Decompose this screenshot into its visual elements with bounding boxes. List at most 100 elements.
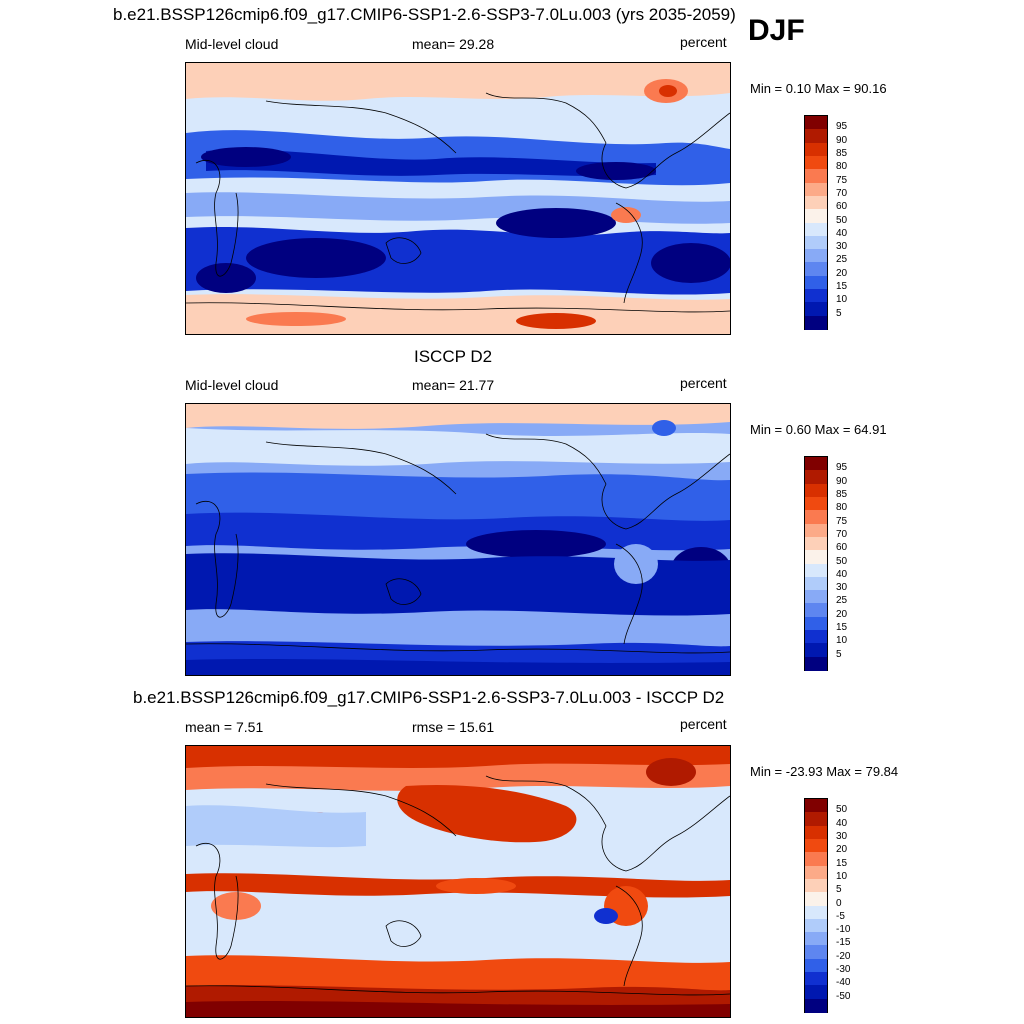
colorbar-swatch [805,892,827,906]
panel1-map [185,62,731,335]
colorbar-label: 50 [836,214,848,226]
colorbar-label: 40 [836,568,848,580]
colorbar-swatch [805,209,827,223]
panel2-minmax: Min = 0.60 Max = 64.91 [750,422,887,437]
colorbar-swatch [805,483,827,498]
colorbar-label: 20 [836,267,848,279]
colorbar-swatch [805,195,827,210]
colorbar-label: 30 [836,830,848,842]
colorbar-label: 90 [836,475,848,487]
panel2-left-label: Mid-level cloud [185,377,279,393]
colorbar-swatch [805,799,827,813]
panel3-rmse-label: rmse = 15.61 [412,719,495,735]
colorbar-label: 5 [836,884,842,896]
colorbar-label: 85 [836,488,848,500]
colorbar-label: 0 [836,897,842,909]
colorbar-label: 15 [836,622,848,634]
colorbar-swatch [805,630,827,644]
colorbar-swatch [805,825,827,840]
colorbar-swatch [805,496,827,511]
colorbar-label: 75 [836,515,848,527]
panel1-left-label: Mid-level cloud [185,36,279,52]
colorbar-label: 75 [836,174,848,186]
colorbar-swatch [805,656,827,671]
colorbar-swatch [805,972,827,986]
colorbar-label: 80 [836,502,848,514]
colorbar-label: 30 [836,582,848,594]
colorbar-swatch [805,616,827,631]
panel3-minmax: Min = -23.93 Max = 79.84 [750,764,899,779]
colorbar-label: 5 [836,648,842,660]
panel3-colorbar [804,798,828,1013]
colorbar-swatch [805,510,827,525]
colorbar-label: 10 [836,870,848,882]
colorbar-label: -10 [836,924,851,936]
panel3-mean-label: mean = 7.51 [185,719,264,735]
colorbar-swatch [805,918,827,933]
colorbar-swatch [805,222,827,237]
colorbar-swatch [805,457,827,471]
colorbar-swatch [805,998,827,1013]
panel2-colorbar [804,456,828,671]
colorbar-swatch [805,838,827,853]
colorbar-swatch [805,865,827,880]
colorbar-swatch [805,536,827,551]
colorbar-swatch [805,852,827,867]
panel2-title: ISCCP D2 [414,347,493,366]
colorbar-label: 40 [836,227,848,239]
panel1-units-label: percent [680,34,727,50]
colorbar-swatch [805,576,827,591]
colorbar-label: 20 [836,844,848,856]
panel3-units-label: percent [680,716,727,732]
colorbar-label: 20 [836,608,848,620]
colorbar-label: 70 [836,528,848,540]
colorbar-swatch [805,523,827,538]
colorbar-label: 25 [836,254,848,266]
panel2-map [185,403,731,676]
colorbar-swatch [805,550,827,564]
panel2-units-label: percent [680,375,727,391]
colorbar-label: 80 [836,161,848,173]
colorbar-swatch [805,643,827,658]
panel3-title: b.e21.BSSP126cmip6.f09_g17.CMIP6-SSP1-2.… [133,688,725,707]
colorbar-label: 60 [836,542,848,554]
colorbar-label: 95 [836,121,848,133]
colorbar-label: 95 [836,462,848,474]
colorbar-label: 30 [836,241,848,253]
colorbar-swatch [805,590,827,604]
colorbar-label: -40 [836,977,851,989]
colorbar-label: 15 [836,857,848,869]
colorbar-label: -5 [836,910,845,922]
colorbar-label: 70 [836,187,848,199]
colorbar-swatch [805,812,827,827]
colorbar-label: 5 [836,307,842,319]
panel1-colorbar [804,115,828,330]
colorbar-swatch [805,945,827,960]
colorbar-swatch [805,905,827,920]
colorbar-swatch [805,142,827,157]
colorbar-swatch [805,878,827,893]
colorbar-label: 25 [836,595,848,607]
colorbar-label: 50 [836,555,848,567]
colorbar-swatch [805,182,827,197]
colorbar-label: -20 [836,950,851,962]
colorbar-label: -50 [836,990,851,1002]
colorbar-swatch [805,302,827,317]
panel3-map [185,745,731,1018]
colorbar-label: -15 [836,937,851,949]
colorbar-label: 10 [836,294,848,306]
colorbar-label: 15 [836,281,848,293]
colorbar-swatch [805,275,827,290]
colorbar-swatch [805,262,827,277]
panel2-mean-label: mean= 21.77 [412,377,495,393]
colorbar-swatch [805,932,827,946]
colorbar-swatch [805,116,827,130]
colorbar-label: 85 [836,147,848,159]
colorbar-swatch [805,169,827,184]
colorbar-label: 40 [836,817,848,829]
colorbar-swatch [805,129,827,144]
colorbar-swatch [805,289,827,303]
colorbar-swatch [805,315,827,330]
panel1-mean-label: mean= 29.28 [412,36,495,52]
panel1-title: b.e21.BSSP126cmip6.f09_g17.CMIP6-SSP1-2.… [113,5,736,24]
